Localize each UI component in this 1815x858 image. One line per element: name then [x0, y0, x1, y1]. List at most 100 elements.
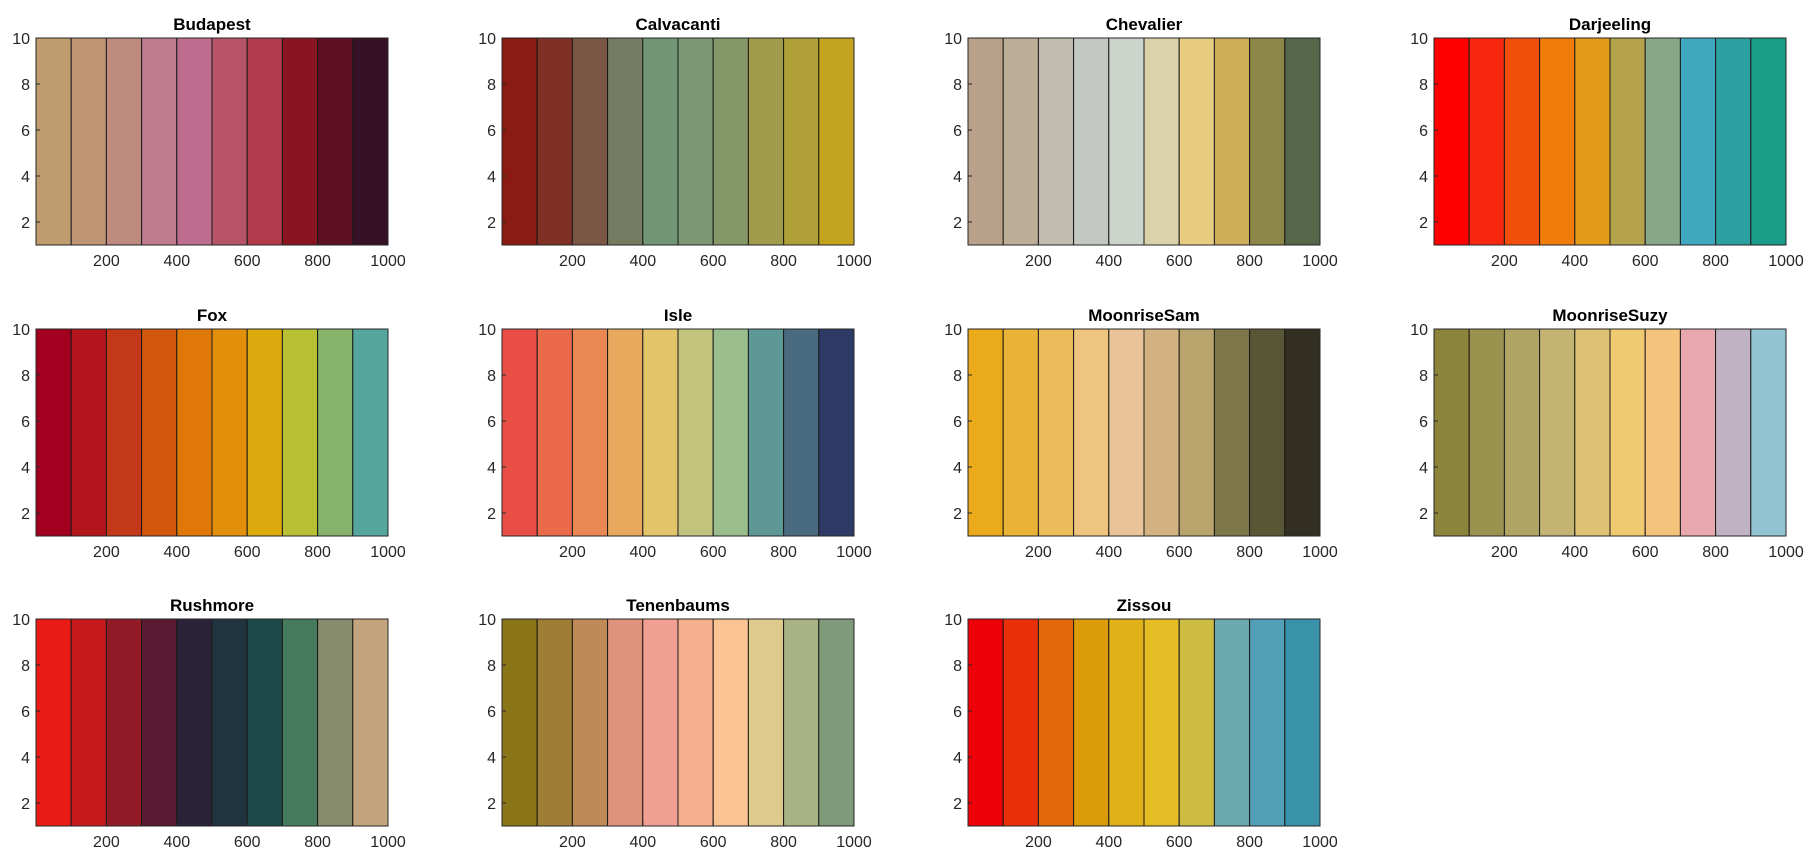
x-tick-label: 800 [1702, 253, 1729, 270]
y-tick-label: 4 [487, 460, 496, 477]
y-tick-label: 2 [21, 215, 30, 232]
palette-swatch [211, 37, 248, 246]
x-tick-label: 1000 [1302, 253, 1338, 270]
palette-swatch [1213, 328, 1251, 537]
palette-swatch [105, 328, 143, 537]
x-tick-label: 200 [559, 834, 586, 851]
x-tick-label: 800 [1236, 544, 1263, 561]
x-tick-label: 1000 [370, 253, 406, 270]
palette-swatch [211, 328, 248, 537]
x-tick-label: 600 [700, 253, 727, 270]
palette-swatch [747, 37, 785, 246]
palette-swatch [967, 618, 1004, 827]
x-tick-label: 800 [304, 834, 331, 851]
palette-swatch [967, 37, 1004, 246]
palette-swatch [642, 328, 679, 537]
x-tick-label: 400 [1561, 544, 1588, 561]
y-tick-label: 6 [953, 704, 962, 721]
palette-swatch [176, 328, 213, 537]
y-tick-label: 6 [1419, 414, 1428, 431]
y-tick-label: 2 [953, 506, 962, 523]
x-tick-label: 400 [1095, 834, 1122, 851]
palette-chart-darjeeling: Darjeeling 200 400 600 800 1000 2 4 6 8 10 [1410, 15, 1804, 270]
palette-swatch [1574, 37, 1611, 246]
y-tick-label: 6 [21, 123, 30, 140]
palette-swatch [317, 37, 354, 246]
x-tick-label: 200 [1025, 253, 1052, 270]
palette-chart-zissou: Zissou 200 400 600 800 1000 2 4 6 8 10 [944, 596, 1338, 851]
palette-panel-calvacanti: Calvacanti 200 400 600 800 1000 2 4 6 8 10 [466, 2, 886, 272]
palette-swatch [642, 37, 679, 246]
palette-swatch [1249, 37, 1286, 246]
palette-swatch [70, 618, 107, 827]
palette-swatch [607, 618, 644, 827]
x-tick-label: 1000 [1768, 253, 1804, 270]
panel-title: Calvacanti [635, 15, 720, 34]
y-tick-label: 4 [21, 750, 30, 767]
x-tick-label: 800 [304, 544, 331, 561]
y-tick-label: 2 [487, 506, 496, 523]
x-tick-label: 800 [1236, 253, 1263, 270]
x-tick-label: 800 [1702, 544, 1729, 561]
x-tick-label: 200 [1491, 253, 1518, 270]
palette-swatch [967, 328, 1004, 537]
y-tick-label: 8 [21, 368, 30, 385]
x-tick-label: 800 [304, 253, 331, 270]
palette-panel-rushmore: Rushmore 200 400 600 800 1000 2 4 6 8 10 [0, 583, 420, 853]
palette-swatch [1037, 328, 1075, 537]
x-tick-label: 1000 [370, 544, 406, 561]
y-tick-label: 8 [953, 77, 962, 94]
palette-swatch [1073, 37, 1110, 246]
palette-swatch [1143, 328, 1180, 537]
x-tick-label: 200 [559, 253, 586, 270]
x-tick-label: 200 [1491, 544, 1518, 561]
x-tick-label: 1000 [836, 834, 872, 851]
x-tick-label: 800 [1236, 834, 1263, 851]
x-tick-label: 200 [93, 544, 120, 561]
x-tick-label: 200 [1025, 544, 1052, 561]
panel-title: MoonriseSuzy [1552, 306, 1668, 325]
y-tick-label: 8 [487, 368, 496, 385]
y-tick-label: 10 [1410, 31, 1428, 48]
palette-chart-isle: Isle 200 400 600 800 1000 2 4 6 8 10 [478, 306, 872, 561]
palette-swatch [1143, 37, 1180, 246]
palette-swatch [1002, 618, 1039, 827]
y-tick-label: 4 [21, 169, 30, 186]
y-tick-label: 2 [1419, 506, 1428, 523]
y-tick-label: 4 [487, 750, 496, 767]
y-tick-label: 8 [953, 658, 962, 675]
y-tick-label: 4 [1419, 169, 1428, 186]
axes-box [501, 37, 855, 246]
palette-swatch [818, 618, 855, 827]
y-tick-label: 6 [487, 414, 496, 431]
palette-swatch [783, 328, 820, 537]
palette-swatch [1037, 37, 1075, 246]
palette-panel-budapest: Budapest 200 400 600 800 1000 2 4 6 8 10 [0, 2, 420, 272]
palette-swatch [211, 618, 248, 827]
palette-swatch [1073, 328, 1110, 537]
palette-swatch [571, 328, 609, 537]
x-tick-label: 600 [1632, 544, 1659, 561]
palette-swatch [352, 618, 389, 827]
palette-panel-tenenbaums: Tenenbaums 200 400 600 800 1000 2 4 6 8 10 [466, 583, 886, 853]
palette-swatch [571, 37, 609, 246]
palette-panel-moonrisesam: MoonriseSam 200 400 600 800 1000 2 4 6 8 10 [932, 293, 1352, 563]
axes-box [967, 328, 1321, 537]
palette-chart-calvacanti: Calvacanti 200 400 600 800 1000 2 4 6 8 10 [478, 15, 872, 270]
palette-swatch [1108, 618, 1145, 827]
y-tick-label: 10 [1410, 322, 1428, 339]
axes-box [35, 37, 389, 246]
palette-swatch [1143, 618, 1180, 827]
y-tick-label: 6 [953, 123, 962, 140]
palette-swatch [141, 328, 178, 537]
y-tick-label: 2 [953, 215, 962, 232]
x-tick-label: 600 [700, 544, 727, 561]
x-tick-label: 400 [163, 253, 190, 270]
axes-box [967, 618, 1321, 827]
panel-title: Chevalier [1106, 15, 1183, 34]
x-tick-label: 1000 [836, 253, 872, 270]
palette-swatch [141, 618, 178, 827]
x-tick-label: 600 [234, 834, 261, 851]
palette-swatch [1284, 618, 1321, 827]
y-tick-label: 10 [478, 612, 496, 629]
